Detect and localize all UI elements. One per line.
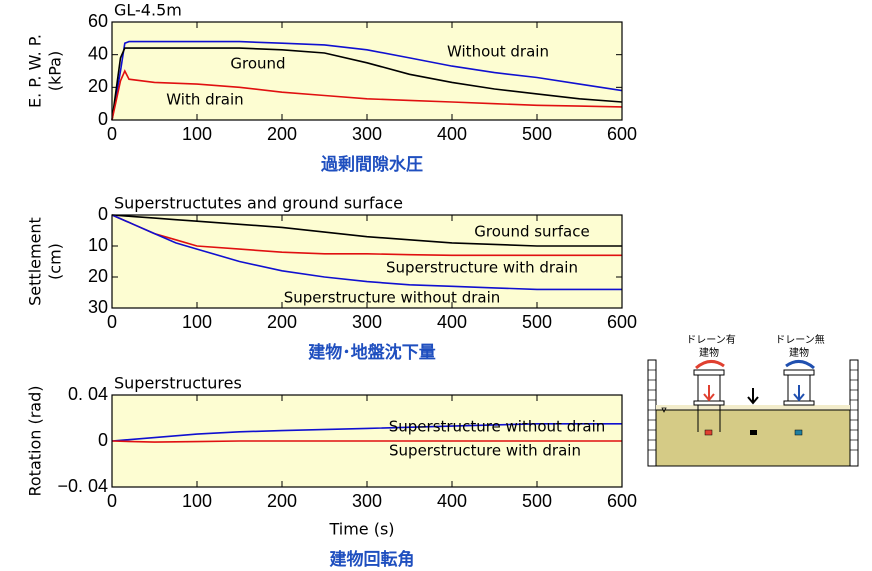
x-tick-label: 300 bbox=[352, 124, 382, 144]
x-tick-label: 600 bbox=[607, 491, 637, 511]
panel-caption: 過剰間隙水圧 bbox=[321, 154, 423, 175]
panel-caption: 建物･地盤沈下量 bbox=[308, 342, 436, 363]
chart-title: Superstructures bbox=[114, 374, 242, 393]
upper-layer bbox=[656, 405, 850, 410]
y-tick-label: 30 bbox=[88, 297, 108, 317]
series-label: Superstructure without drain bbox=[389, 418, 606, 436]
x-tick-label: 500 bbox=[522, 124, 552, 144]
y-tick-label: −0. 04 bbox=[57, 476, 108, 496]
x-tick-label: 300 bbox=[352, 491, 382, 511]
y-axis-label: Rotation (rad) bbox=[26, 385, 45, 496]
chart-title: Superstructutes and ground surface bbox=[114, 194, 403, 213]
y-axis-label: (cm) bbox=[46, 243, 65, 280]
x-tick-label: 200 bbox=[267, 124, 297, 144]
diagram-label: ドレーン無 bbox=[775, 333, 825, 346]
y-tick-label: 0 bbox=[98, 430, 108, 450]
x-tick-label: 600 bbox=[607, 124, 637, 144]
y-axis-label: (kPa) bbox=[46, 51, 65, 91]
x-axis-label: Time (s) bbox=[328, 520, 394, 539]
x-tick-label: 500 bbox=[522, 491, 552, 511]
series-label: Superstructure without drain bbox=[284, 289, 501, 307]
data-line bbox=[111, 69, 623, 121]
x-tick-label: 0 bbox=[107, 312, 117, 332]
x-tick-label: 200 bbox=[267, 312, 297, 332]
sensor bbox=[704, 429, 713, 436]
data-line bbox=[111, 440, 622, 443]
sensor-arrow bbox=[703, 385, 715, 402]
y-tick-label: 10 bbox=[88, 235, 108, 255]
plot-frame bbox=[111, 21, 623, 121]
x-tick-label: 600 bbox=[607, 312, 637, 332]
data-line bbox=[111, 47, 623, 121]
data-line bbox=[111, 423, 622, 442]
diagram-label: 建物 bbox=[789, 346, 809, 359]
series-label: Superstructure with drain bbox=[386, 259, 578, 277]
plot-area bbox=[112, 22, 622, 120]
series-label: Without drain bbox=[447, 43, 549, 61]
y-axis-label: E. P. W. P. bbox=[26, 34, 45, 108]
panel-caption: 建物回転角 bbox=[330, 549, 415, 570]
data-line bbox=[111, 214, 622, 247]
series-label: Ground bbox=[230, 55, 285, 73]
y-tick-label: 40 bbox=[88, 43, 108, 63]
building-with-drain bbox=[693, 369, 725, 432]
diagram-label: ドレーン有 bbox=[686, 333, 736, 346]
x-tick-label: 0 bbox=[107, 491, 117, 511]
rotation-arrow bbox=[695, 360, 725, 370]
x-tick-label: 400 bbox=[437, 124, 467, 144]
x-tick-label: 100 bbox=[182, 491, 212, 511]
plot-area bbox=[112, 215, 622, 308]
water-level bbox=[661, 407, 667, 413]
plot-frame bbox=[111, 394, 623, 488]
x-tick-label: 200 bbox=[267, 491, 297, 511]
y-tick-label: 60 bbox=[88, 11, 108, 31]
y-tick-label: 0. 04 bbox=[68, 384, 108, 404]
plot-frame bbox=[111, 214, 623, 309]
ground bbox=[655, 409, 851, 467]
wall-rungs bbox=[648, 369, 858, 451]
sensor bbox=[750, 430, 757, 435]
data-line bbox=[111, 214, 622, 257]
diagram-label: 建物 bbox=[699, 346, 719, 359]
model-diagram: ドレーン有 建物 ドレーン無 建物 bbox=[647, 333, 859, 467]
x-tick-label: 400 bbox=[437, 491, 467, 511]
x-tick-label: 500 bbox=[522, 312, 552, 332]
x-tick-label: 400 bbox=[437, 312, 467, 332]
chart-title: GL-4.5m bbox=[114, 1, 182, 20]
data-line bbox=[111, 214, 622, 291]
y-axis-label: Settlement bbox=[26, 217, 45, 306]
series-label: Ground surface bbox=[474, 223, 589, 241]
x-tick-label: 100 bbox=[182, 124, 212, 144]
y-tick-label: 20 bbox=[88, 266, 108, 286]
rotation-arrow bbox=[785, 360, 815, 370]
x-tick-label: 300 bbox=[352, 312, 382, 332]
x-tick-label: 0 bbox=[107, 124, 117, 144]
y-tick-label: 20 bbox=[88, 76, 108, 96]
sensor-arrow bbox=[747, 388, 759, 405]
y-tick-label: 0 bbox=[98, 204, 108, 224]
sensor-arrow bbox=[793, 385, 805, 402]
series-label: Superstructure with drain bbox=[389, 442, 581, 460]
series-label: With drain bbox=[166, 91, 243, 109]
sensor bbox=[794, 429, 803, 436]
data-line bbox=[111, 40, 623, 121]
y-tick-label: 0 bbox=[98, 109, 108, 129]
x-tick-label: 100 bbox=[182, 312, 212, 332]
